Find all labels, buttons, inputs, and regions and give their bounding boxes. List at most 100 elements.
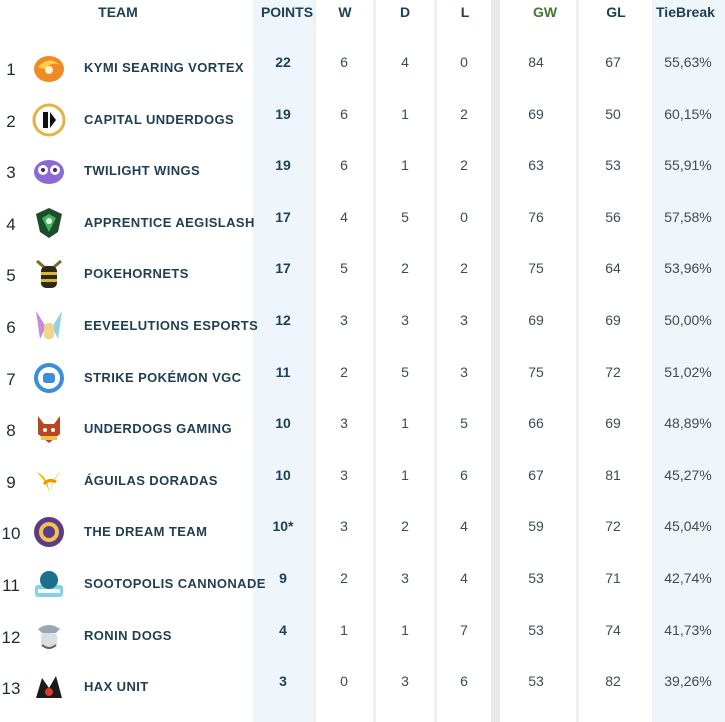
golden-eagle-icon [32,464,66,498]
games-won-value: 66 [528,415,544,432]
rank-number: 11 [2,576,20,595]
table-row[interactable]: 11 SOOTOPOLIS CANNONADE 9 2 3 4 53 71 42… [0,558,725,610]
games-won-value: 75 [528,363,544,380]
draws-value: 3 [401,673,409,690]
games-lost-value: 64 [605,260,621,277]
team-name[interactable]: POKEHORNETS [84,266,189,282]
draws-value: 2 [401,260,409,277]
team-name[interactable]: HAX UNIT [84,679,149,695]
games-won-value: 75 [528,260,544,277]
points-value: 3 [279,673,287,690]
draws-value: 1 [401,621,409,638]
wins-value: 2 [340,363,348,380]
capital-underdogs-crest-icon [32,103,66,137]
draws-value: 5 [401,363,409,380]
games-lost-value: 72 [605,518,621,535]
table-row[interactable]: 12 RONIN DOGS 4 1 1 7 53 74 41,73% [0,610,725,662]
column-divider [576,0,579,722]
rank-number: 8 [6,421,16,441]
games-won-value: 69 [528,105,544,122]
wins-value: 4 [340,208,348,225]
table-row[interactable]: 13 HAX UNIT 3 0 3 6 53 82 39,26% [0,661,725,713]
team-name[interactable]: SOOTOPOLIS CANNONADE [84,576,266,591]
vortex-flame-icon [32,51,66,85]
column-divider [491,0,500,722]
tiebreak-value: 57,58% [664,208,712,225]
points-column-header[interactable]: POINTS [260,4,314,20]
points-value: 10 [275,466,291,483]
tiebreak-value: 55,63% [664,54,712,70]
rank-number: 10 [1,524,21,544]
table-row[interactable]: 7 STRIKE POKÉMON VGC 11 2 5 3 75 72 51,0… [0,352,725,404]
column-divider [434,0,437,722]
losses-value: 4 [460,570,468,586]
points-value: 9 [279,570,287,586]
tiebreak-column-header[interactable]: TieBreak [656,4,715,20]
wins-column-header[interactable]: W [338,4,352,20]
games-lost-column-header[interactable]: GL [606,4,626,20]
team-name[interactable]: EEVEELUTIONS ESPORTS [84,318,259,333]
games-lost-value: 82 [605,673,621,690]
rank-number: 4 [6,214,16,234]
games-lost-value: 56 [605,208,621,225]
rank-number: 7 [6,369,16,389]
team-name[interactable]: UNDERDOGS GAMING [84,421,232,437]
tiebreak-value: 42,74% [664,570,712,586]
ronin-dog-icon [32,619,66,653]
sootopolis-icon [32,567,66,601]
table-row[interactable]: 3 TWILIGHT WINGS 19 6 1 2 63 53 55,91% [0,145,725,197]
tiebreak-value: 48,89% [664,415,712,432]
losses-column-header[interactable]: L [460,4,470,20]
games-lost-value: 53 [605,157,621,174]
table-row[interactable]: 2 CAPITAL UNDERDOGS 19 6 1 2 69 50 60,15… [0,94,725,146]
games-won-column-header[interactable]: GW [532,4,558,20]
wins-value: 3 [340,312,348,328]
games-lost-value: 71 [605,570,621,586]
team-name[interactable]: KYMI SEARING VORTEX [84,60,245,75]
eevee-ears-icon [32,309,66,343]
points-column-stripe [253,0,313,722]
points-value: 19 [275,105,291,122]
draws-value: 1 [401,466,409,483]
draws-value: 3 [401,312,409,328]
rank-number: 13 [1,679,21,699]
table-row[interactable]: 10 THE DREAM TEAM 10* 3 2 4 59 72 45,04% [0,506,725,558]
rank-number: 1 [6,60,16,79]
table-row[interactable]: 5 POKEHORNETS 17 5 2 2 75 64 53,96% [0,248,725,300]
losses-value: 5 [460,415,468,432]
points-value: 4 [279,621,287,638]
rank-number: 6 [6,318,16,337]
team-name[interactable]: STRIKE POKÉMON VGC [84,369,242,385]
games-won-value: 59 [528,518,544,535]
column-divider [313,0,316,722]
draws-column-header[interactable]: D [399,4,411,20]
team-name[interactable]: APPRENTICE AEGISLASH [84,214,255,230]
games-won-value: 53 [528,673,544,690]
points-value: 17 [275,208,291,225]
wins-value: 2 [340,570,348,586]
games-lost-value: 69 [605,312,621,328]
strike-fist-icon [32,361,66,395]
table-row[interactable]: 9 ÁGUILAS DORADAS 10 3 1 6 67 81 45,27% [0,455,725,507]
table-row[interactable]: 8 UNDERDOGS GAMING 10 3 1 5 66 69 48,89% [0,403,725,455]
team-name[interactable]: RONIN DOGS [84,627,172,643]
table-row[interactable]: 1 KYMI SEARING VORTEX 22 6 4 0 84 67 55,… [0,42,725,94]
points-value: 10* [272,518,294,535]
games-lost-value: 69 [605,415,621,432]
losses-value: 0 [460,208,468,225]
points-value: 22 [275,54,291,70]
table-row[interactable]: 6 EEVEELUTIONS ESPORTS 12 3 3 3 69 69 50… [0,300,725,352]
points-value: 19 [275,157,291,174]
table-row[interactable]: 4 APPRENTICE AEGISLASH 17 4 5 0 76 56 57… [0,197,725,249]
team-column-header[interactable]: TEAM [98,4,138,20]
tiebreak-value: 45,04% [664,518,712,535]
team-name[interactable]: THE DREAM TEAM [84,524,208,540]
wins-value: 1 [340,621,348,638]
games-won-value: 63 [528,157,544,174]
team-name[interactable]: ÁGUILAS DORADAS [84,472,218,488]
team-name[interactable]: TWILIGHT WINGS [84,163,201,179]
underdogs-dog-icon [32,412,66,446]
losses-value: 2 [460,260,468,277]
team-name[interactable]: CAPITAL UNDERDOGS [84,111,235,127]
losses-value: 7 [460,621,468,638]
